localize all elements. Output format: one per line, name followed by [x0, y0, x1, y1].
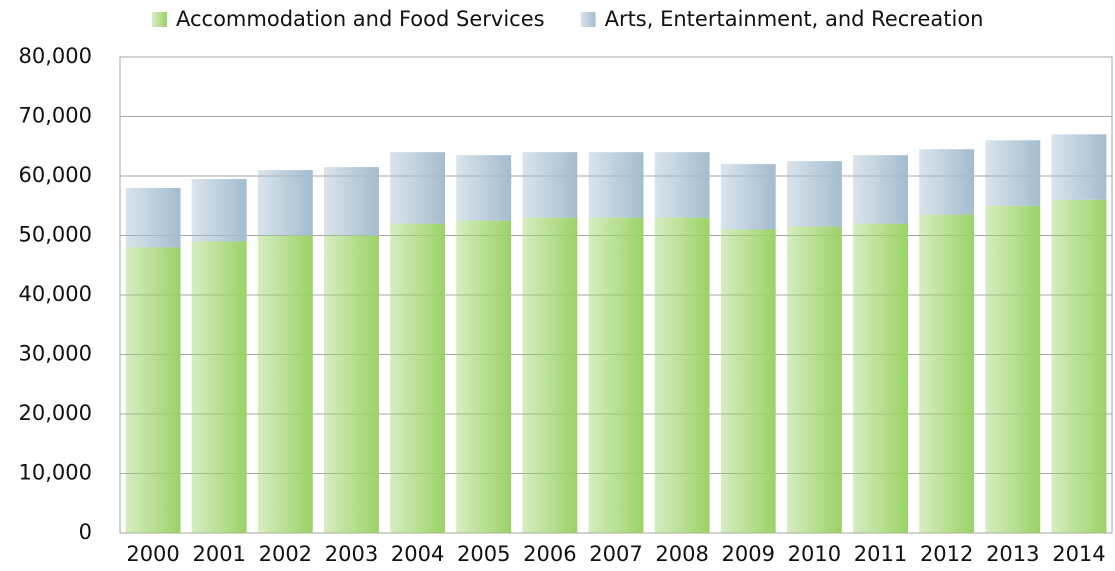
- y-tick-label: 40,000: [19, 282, 92, 306]
- y-tick-label: 0: [79, 520, 92, 544]
- x-tick-label: 2002: [259, 542, 312, 566]
- bar-segment: [853, 223, 908, 533]
- x-tick-label: 2006: [523, 542, 576, 566]
- legend-label: Arts, Entertainment, and Recreation: [605, 7, 984, 31]
- bar-segment: [191, 178, 247, 242]
- bar-segment: [853, 155, 908, 224]
- x-tick-label: 2008: [655, 542, 708, 566]
- legend-marker: [152, 12, 167, 27]
- x-tick-label: 2011: [854, 542, 907, 566]
- y-tick-label: 60,000: [19, 163, 92, 187]
- bar-segment: [919, 149, 975, 215]
- bar-segment: [257, 235, 313, 533]
- y-tick-label: 80,000: [19, 44, 92, 68]
- bar-segment: [1051, 134, 1107, 200]
- bar-segment: [125, 247, 181, 533]
- y-tick-label: 70,000: [19, 104, 92, 128]
- x-tick-label: 2004: [391, 542, 444, 566]
- bar-segment: [654, 152, 710, 218]
- x-tick-label: 2007: [589, 542, 642, 566]
- bar-segment: [720, 164, 776, 230]
- bar-segment: [588, 217, 644, 533]
- bar-segment: [522, 217, 578, 533]
- bar-segment: [390, 223, 446, 533]
- x-tick-label: 2000: [126, 542, 179, 566]
- bar-segment: [588, 152, 644, 218]
- bar-segment: [324, 167, 379, 236]
- bar-segment: [324, 235, 379, 533]
- bar-segment: [522, 152, 578, 218]
- bar-segment: [985, 140, 1041, 206]
- bar-segment: [191, 241, 247, 533]
- bar-segment: [786, 226, 842, 533]
- bar-segment: [1051, 199, 1107, 534]
- y-tick-label: 10,000: [19, 461, 92, 485]
- x-tick-label: 2013: [986, 542, 1039, 566]
- x-tick-label: 2010: [788, 542, 841, 566]
- x-tick-label: 2012: [920, 542, 973, 566]
- bar-segment: [654, 217, 710, 533]
- bar-segment: [919, 214, 975, 534]
- x-tick-label: 2005: [457, 542, 510, 566]
- bar-segment: [125, 187, 181, 248]
- y-tick-label: 50,000: [19, 223, 92, 247]
- bar-segment: [390, 152, 446, 224]
- x-tick-label: 2009: [722, 542, 775, 566]
- x-tick-label: 2003: [325, 542, 378, 566]
- bar-segment: [720, 229, 776, 534]
- bar-segment: [456, 155, 512, 221]
- legend-label: Accommodation and Food Services: [176, 7, 545, 31]
- bar-segment: [786, 161, 842, 227]
- y-tick-label: 30,000: [19, 342, 92, 366]
- legend-marker: [580, 12, 596, 27]
- y-tick-label: 20,000: [19, 401, 92, 425]
- x-tick-label: 2014: [1052, 542, 1105, 566]
- x-tick-label: 2001: [192, 542, 245, 566]
- bar-segment: [985, 205, 1041, 533]
- bar-segment: [257, 170, 313, 236]
- bar-segment: [456, 220, 512, 533]
